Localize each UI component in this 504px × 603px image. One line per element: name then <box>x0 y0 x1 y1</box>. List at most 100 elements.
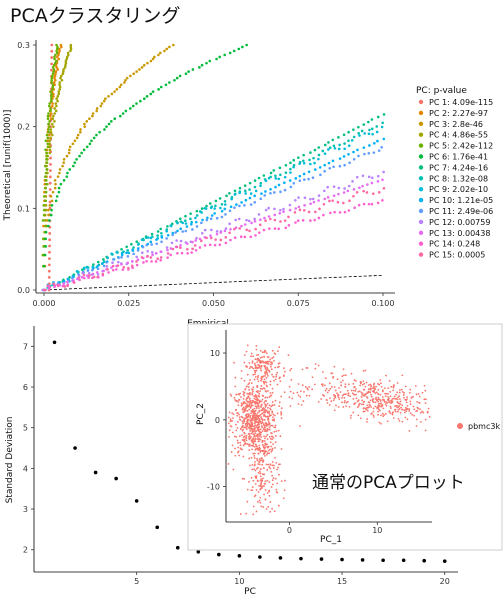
pca-point <box>266 374 269 377</box>
jackstraw-point <box>176 221 179 225</box>
pca-point <box>254 405 257 408</box>
pca-point <box>234 399 236 401</box>
jackstraw-point <box>44 245 47 248</box>
pca-point <box>237 442 239 444</box>
jackstraw-point <box>277 177 281 181</box>
jackstraw-point <box>172 43 175 47</box>
jackstraw-point <box>328 146 332 149</box>
pca-point <box>257 404 260 407</box>
pca-point <box>264 411 267 414</box>
pca-point <box>400 406 403 409</box>
jackstraw-point <box>45 154 48 158</box>
pca-point <box>262 459 265 462</box>
pca-point <box>378 421 381 424</box>
jackstraw-legend-key <box>418 154 424 159</box>
page-title: PCAクラスタリング <box>10 5 180 27</box>
pca-point <box>261 430 264 433</box>
jackstraw-point <box>47 112 50 115</box>
jackstraw-point <box>50 68 53 72</box>
pca-point <box>369 387 372 389</box>
pca-point <box>263 415 265 417</box>
pca-point <box>400 388 403 391</box>
jackstraw-point <box>362 123 366 126</box>
jackstraw-point <box>116 260 120 264</box>
jackstraw-series <box>42 186 386 292</box>
jackstraw-point <box>96 260 100 264</box>
jackstraw-point <box>314 210 317 214</box>
pca-point <box>390 402 392 404</box>
jackstraw-point <box>42 237 46 241</box>
pca-point <box>246 400 248 403</box>
pca-point <box>261 449 264 452</box>
pca-point <box>356 400 359 403</box>
elbow-point <box>73 446 77 450</box>
pca-point <box>265 381 268 384</box>
pca-point <box>241 416 244 419</box>
jackstraw-point <box>189 217 192 221</box>
pca-point <box>341 375 344 378</box>
pca-point <box>244 409 246 412</box>
pca-point <box>306 367 309 369</box>
jackstraw-point <box>107 122 111 126</box>
pca-point <box>377 396 380 399</box>
pca-point <box>257 427 260 430</box>
pca-point <box>346 389 349 392</box>
jackstraw-point <box>166 233 170 237</box>
pca-point <box>241 429 244 432</box>
pca-point <box>413 414 416 417</box>
pca-point <box>269 392 272 394</box>
pca-point <box>257 433 260 436</box>
jackstraw-point <box>381 121 384 125</box>
jackstraw-point <box>123 81 126 84</box>
pca-point <box>272 375 275 378</box>
pca-point <box>249 393 251 396</box>
pca-point <box>263 419 266 421</box>
jackstraw-point <box>166 225 169 228</box>
jackstraw-point <box>371 176 374 180</box>
jackstraw-point <box>343 187 346 190</box>
jackstraw-point <box>119 114 122 118</box>
pca-point <box>262 477 264 480</box>
pca-point <box>260 416 263 418</box>
pca-point <box>331 372 334 375</box>
pca-point <box>323 384 326 387</box>
jackstraw-point <box>377 149 381 152</box>
pca-point <box>265 370 268 373</box>
pca-point <box>372 410 375 413</box>
pca-point <box>266 367 269 370</box>
pca-point <box>364 385 367 388</box>
jackstraw-point <box>51 133 54 137</box>
jackstraw-point <box>50 81 53 84</box>
jackstraw-point <box>121 112 125 115</box>
pca-point <box>378 402 380 405</box>
pca-point <box>342 406 345 408</box>
jackstraw-point <box>95 107 99 110</box>
jackstraw-point <box>82 273 86 277</box>
pca-point <box>373 387 376 390</box>
jackstraw-point <box>200 63 204 67</box>
pca-point <box>255 390 258 393</box>
pca-point <box>378 383 381 386</box>
pca-point <box>264 372 267 375</box>
jackstraw-point <box>243 235 247 239</box>
pca-point <box>266 410 269 413</box>
jackstraw-point <box>130 259 134 263</box>
pca-point <box>227 422 230 425</box>
pca-point <box>266 428 269 431</box>
pca-point <box>403 411 406 414</box>
jackstraw-point <box>208 59 212 63</box>
pca-point <box>266 438 269 441</box>
pca-point <box>415 425 418 427</box>
jackstraw-point <box>309 151 312 154</box>
jackstraw-point <box>51 66 55 69</box>
jackstraw-point <box>253 194 256 198</box>
pca-point <box>419 408 421 411</box>
jackstraw-point <box>92 275 96 279</box>
jackstraw-point <box>59 76 62 80</box>
pca-point <box>255 369 258 372</box>
pca-point <box>258 470 261 473</box>
pca-point <box>299 390 302 393</box>
pca-point <box>257 354 260 356</box>
pca-point <box>383 414 385 416</box>
pca-xtick-label: 0 <box>287 526 292 535</box>
